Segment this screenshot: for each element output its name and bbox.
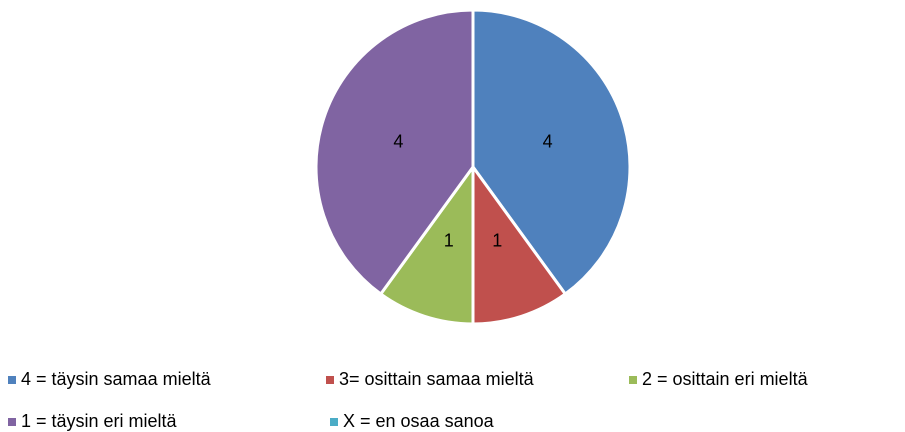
- data-label: 1: [444, 230, 454, 250]
- legend-swatch: [8, 418, 16, 426]
- legend-label: 3= osittain samaa mieltä: [339, 369, 535, 389]
- pie-slice: [378, 162, 475, 326]
- legend-swatch: [629, 376, 637, 384]
- legend-swatch: [330, 418, 338, 426]
- legend-swatch: [8, 376, 16, 384]
- data-label: 1: [492, 230, 502, 250]
- data-label: 4: [543, 131, 553, 151]
- legend-swatch: [326, 376, 334, 384]
- legend-label: 2 = osittain eri mieltä: [642, 369, 809, 389]
- data-label: 4: [393, 131, 403, 151]
- legend-label: X = en osaa sanoa: [343, 411, 495, 431]
- pie-slice: [471, 8, 632, 297]
- pie-slice: [471, 162, 568, 326]
- legend-label: 1 = täysin eri mieltä: [21, 411, 178, 431]
- legend-label: 4 = täysin samaa mieltä: [21, 369, 212, 389]
- pie-slice: [314, 8, 475, 297]
